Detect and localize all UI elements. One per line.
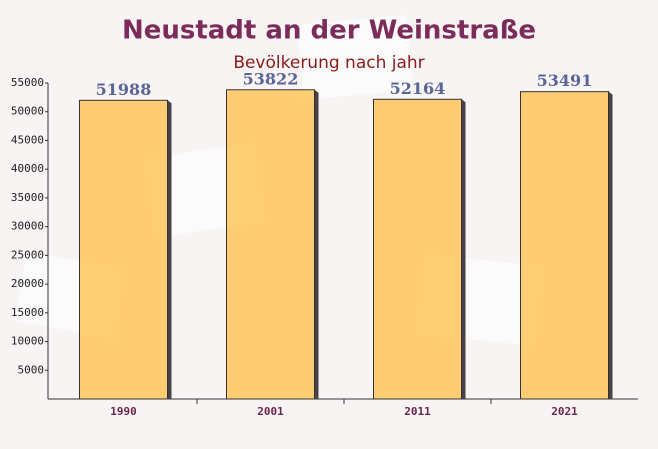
y-tick-label: 50000: [11, 105, 44, 118]
y-tick-label: 55000: [11, 76, 44, 89]
bar-shadow: [608, 91, 613, 399]
bar: [520, 91, 609, 400]
bar: [226, 89, 315, 400]
value-label: 52164: [390, 79, 446, 98]
y-tick-label: 20000: [11, 277, 44, 290]
bar-shadow: [314, 89, 319, 400]
value-label: 53491: [537, 71, 593, 90]
x-tick-label: 1990: [110, 405, 137, 418]
y-tick-label: 40000: [11, 162, 44, 175]
chart-title: Neustadt an der Weinstraße: [122, 16, 536, 46]
y-tick-label: 5000: [18, 363, 45, 376]
x-tick-label: 2011: [404, 405, 431, 418]
y-tick-label: 25000: [11, 248, 44, 261]
chart-subtitle: Bevölkerung nach jahr: [233, 53, 424, 73]
y-tick-label: 15000: [11, 306, 44, 319]
value-label: 53822: [243, 69, 299, 88]
y-tick-label: 35000: [11, 191, 44, 204]
y-tick-label: 10000: [11, 335, 44, 348]
bar: [79, 99, 168, 400]
bar: [373, 98, 462, 400]
x-tick-label: 2001: [257, 405, 284, 418]
bar-shadow: [461, 99, 466, 400]
y-tick-label: 45000: [11, 133, 44, 146]
bar-shadow: [167, 100, 172, 400]
x-tick-label: 2021: [551, 405, 578, 418]
y-tick-label: 30000: [11, 220, 44, 233]
value-label: 51988: [96, 80, 152, 99]
